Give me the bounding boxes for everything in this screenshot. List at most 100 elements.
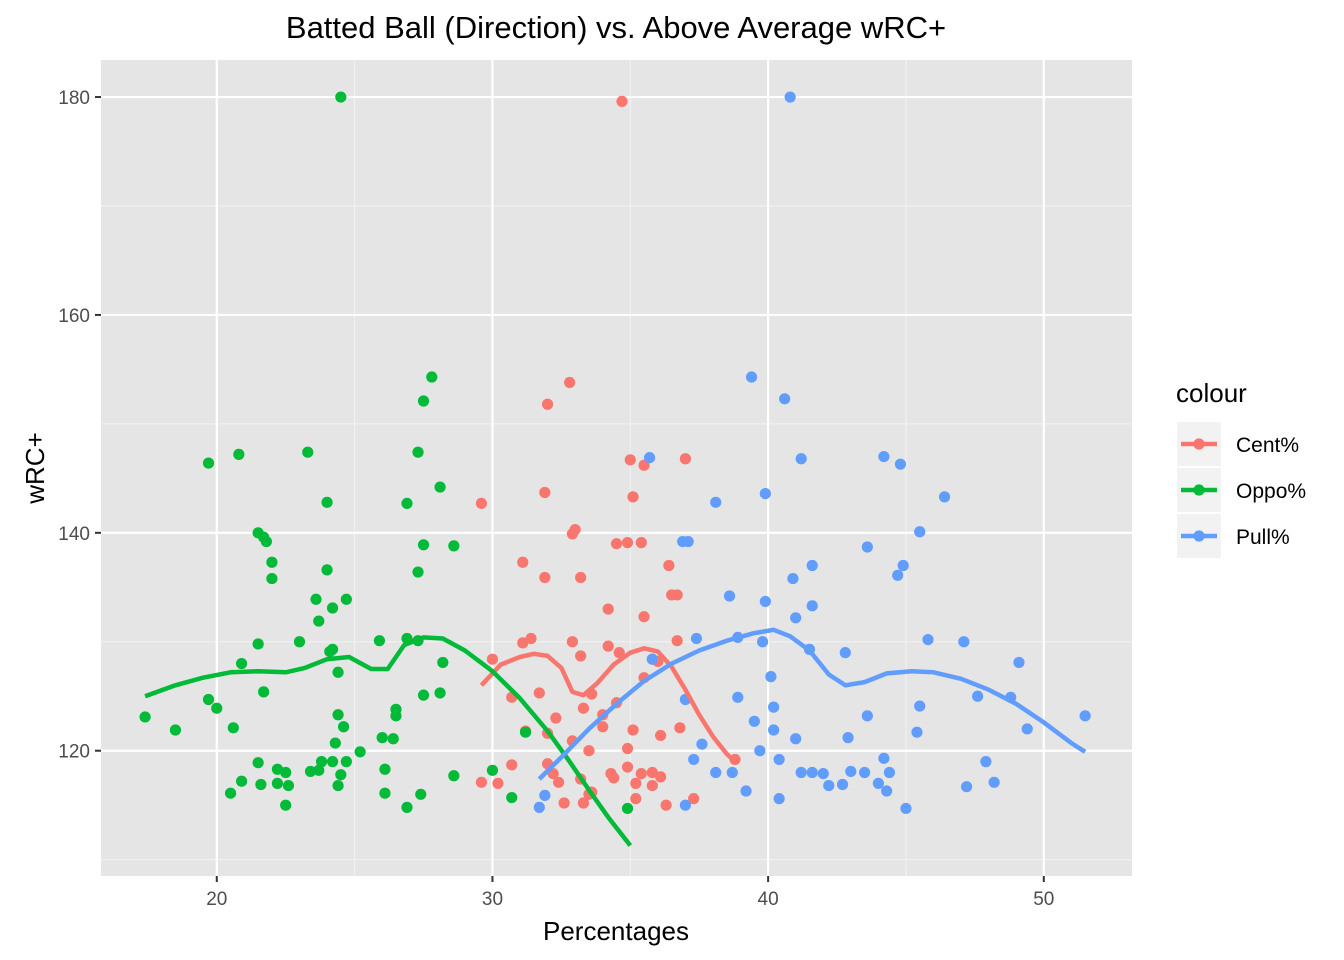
point-oppo xyxy=(321,564,333,576)
point-cent xyxy=(630,793,642,805)
legend-label-cent: Cent% xyxy=(1236,434,1299,457)
point-oppo xyxy=(354,746,366,758)
point-pull xyxy=(539,789,551,801)
point-oppo xyxy=(313,615,325,627)
point-oppo xyxy=(271,777,284,789)
y-tick-label: 140 xyxy=(58,524,90,545)
point-cent xyxy=(671,635,683,647)
point-oppo xyxy=(260,535,273,548)
point-oppo xyxy=(233,448,245,460)
point-cent xyxy=(630,777,642,789)
point-pull xyxy=(1021,723,1033,735)
point-oppo xyxy=(417,395,430,407)
point-oppo xyxy=(293,636,306,648)
point-oppo xyxy=(401,497,413,510)
point-pull xyxy=(745,371,758,383)
point-pull xyxy=(845,765,857,778)
grid-major xyxy=(101,60,1132,876)
point-pull xyxy=(972,690,984,702)
point-cent xyxy=(486,653,499,665)
point-cent xyxy=(541,398,554,410)
point-pull xyxy=(839,647,851,659)
point-pull xyxy=(688,753,700,766)
point-pull xyxy=(773,793,785,805)
point-oppo xyxy=(326,602,339,614)
point-oppo xyxy=(332,666,344,678)
point-pull xyxy=(682,535,694,548)
point-oppo xyxy=(235,657,248,670)
point-oppo xyxy=(373,635,386,647)
point-pull xyxy=(894,458,907,470)
point-pull xyxy=(897,559,909,572)
point-pull xyxy=(900,802,912,815)
y-axis-title: wRC+ xyxy=(20,432,50,505)
point-oppo xyxy=(326,643,339,655)
point-pull xyxy=(779,393,791,405)
point-oppo xyxy=(415,788,427,800)
point-pull xyxy=(726,766,738,779)
point-pull xyxy=(768,724,780,736)
point-pull xyxy=(710,766,722,779)
point-pull xyxy=(861,541,873,553)
point-cent xyxy=(533,687,545,699)
point-cent xyxy=(635,537,647,549)
point-pull xyxy=(922,633,934,646)
point-oppo xyxy=(437,656,449,669)
point-pull xyxy=(643,452,656,464)
point-cent xyxy=(671,589,683,601)
point-cent xyxy=(506,759,518,771)
point-oppo xyxy=(315,756,328,768)
point-cent xyxy=(475,497,488,510)
point-cent xyxy=(621,742,634,755)
point-cent xyxy=(539,486,551,499)
point-pull xyxy=(878,752,890,764)
x-axis-ticks: 20 30 40 50 xyxy=(206,876,1054,910)
point-oppo xyxy=(335,769,347,781)
point-cent xyxy=(525,632,537,645)
point-pull xyxy=(740,785,752,797)
point-cent xyxy=(627,724,639,736)
point-oppo xyxy=(252,757,264,769)
point-pull xyxy=(914,700,926,712)
point-oppo xyxy=(448,540,460,552)
point-oppo xyxy=(255,778,267,791)
point-oppo xyxy=(379,763,391,775)
plot-panel xyxy=(101,60,1132,876)
point-oppo xyxy=(304,765,317,778)
point-oppo xyxy=(335,91,347,103)
point-oppo xyxy=(337,721,350,733)
point-oppo xyxy=(202,457,215,469)
point-cent xyxy=(539,571,551,584)
point-pull xyxy=(690,632,703,645)
point-pull xyxy=(784,91,796,103)
point-oppo xyxy=(266,556,278,568)
point-cent xyxy=(475,776,488,788)
point-oppo xyxy=(426,371,438,383)
point-pull xyxy=(883,766,896,779)
point-oppo xyxy=(519,726,532,738)
point-oppo xyxy=(486,764,499,776)
point-oppo xyxy=(266,572,278,585)
point-oppo xyxy=(340,756,352,768)
point-cent xyxy=(558,797,570,809)
point-oppo xyxy=(202,693,215,706)
point-cent xyxy=(566,636,578,648)
point-pull xyxy=(790,733,802,745)
point-oppo xyxy=(280,799,292,811)
smooth-line-oppo xyxy=(144,635,633,847)
y-tick-label: 180 xyxy=(58,88,90,109)
point-oppo xyxy=(139,711,151,723)
legend-item-oppo: Oppo% xyxy=(1177,468,1306,512)
point-cent xyxy=(655,771,667,783)
point-oppo xyxy=(280,766,292,779)
point-cent xyxy=(575,571,587,584)
point-pull xyxy=(710,496,722,508)
point-pull xyxy=(861,710,873,722)
point-pull xyxy=(938,491,951,503)
x-tick-label: 40 xyxy=(758,889,779,910)
point-pull xyxy=(806,600,818,612)
point-cent xyxy=(575,650,587,662)
point-cent xyxy=(605,767,617,780)
point-pull xyxy=(892,569,904,581)
legend-point-cent xyxy=(1193,438,1205,450)
